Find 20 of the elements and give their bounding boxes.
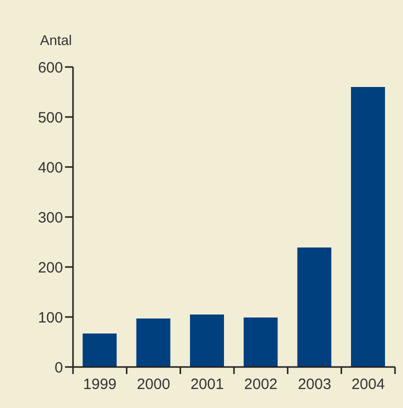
- y-tick-label: 0: [54, 359, 63, 376]
- bar: [190, 314, 224, 367]
- x-tick-label: 1999: [83, 376, 117, 393]
- y-tick-label: 500: [38, 109, 63, 126]
- y-tick-label: 300: [38, 209, 63, 226]
- x-tick-label: 2001: [190, 376, 224, 393]
- y-axis-title: Antal: [40, 32, 72, 48]
- bar: [297, 248, 332, 367]
- bar: [350, 87, 385, 367]
- bar: [82, 334, 117, 367]
- bar: [136, 318, 170, 367]
- y-tick-label: 400: [38, 159, 63, 176]
- x-tick-label: 2003: [298, 376, 332, 393]
- x-tick-label: 2000: [136, 376, 170, 393]
- y-tick-label: 200: [38, 259, 63, 276]
- bar: [244, 318, 278, 367]
- x-tick-label: 2004: [351, 376, 385, 393]
- y-tick-label: 600: [38, 59, 63, 76]
- y-tick-label: 100: [38, 309, 63, 326]
- x-tick-label: 2002: [244, 376, 278, 393]
